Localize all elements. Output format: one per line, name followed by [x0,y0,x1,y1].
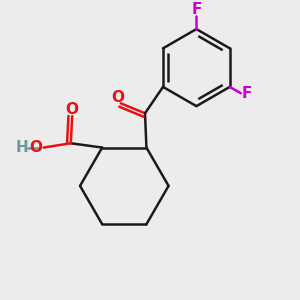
Text: O: O [66,101,79,116]
Text: F: F [191,2,202,17]
Text: O: O [111,89,124,104]
Text: F: F [242,86,252,101]
Text: H: H [15,140,28,155]
Text: O: O [29,140,42,155]
